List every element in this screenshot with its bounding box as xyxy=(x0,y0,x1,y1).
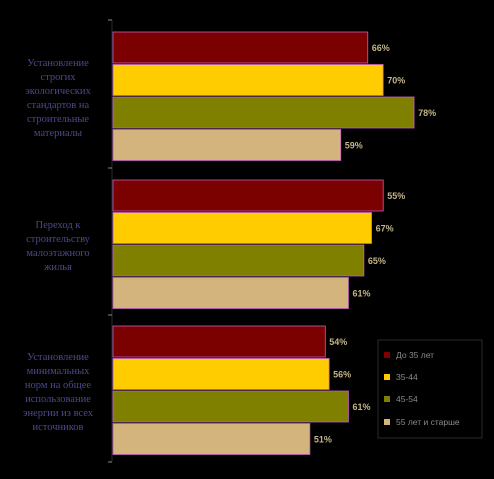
legend-swatch xyxy=(384,396,390,402)
category-label-line: энергии из всех xyxy=(23,408,94,419)
bar xyxy=(112,179,384,212)
category-label-line: строительные xyxy=(27,114,89,125)
category-label-line: источников xyxy=(32,422,83,433)
legend-swatch xyxy=(384,419,390,425)
legend: До 35 лет 35-44 45-54 55 лет и старше xyxy=(377,339,483,439)
data-label: 78% xyxy=(418,108,436,118)
category-label-line: экологических xyxy=(25,86,91,97)
category-label-line: норм на общее xyxy=(25,380,91,391)
legend-label: До 35 лет xyxy=(396,350,434,360)
category-label-line: строительству xyxy=(26,234,91,245)
legend-swatch xyxy=(384,374,390,380)
category-label-line: строгих xyxy=(40,72,76,83)
category-label-line: стандартов на xyxy=(27,100,90,111)
data-label: 61% xyxy=(352,402,370,412)
bar xyxy=(112,64,384,96)
data-label: 59% xyxy=(345,141,363,151)
legend-label: 55 лет и старше xyxy=(396,417,460,427)
data-label: 51% xyxy=(314,435,332,445)
category-label: Установление минимальных норм на общее испо… xyxy=(23,352,94,433)
category-label-line: минимальных xyxy=(27,366,91,377)
axis-layer xyxy=(108,19,113,463)
bar xyxy=(112,423,311,455)
category-label: Установление строгих экологических стандарт… xyxy=(25,58,91,139)
data-label: 70% xyxy=(387,76,405,86)
bars-layer xyxy=(112,31,415,455)
category-label-line: Установление xyxy=(27,352,89,363)
category-label-line: использование xyxy=(25,394,91,405)
data-label: 67% xyxy=(376,224,394,234)
bar xyxy=(112,244,365,277)
category-label-line: жилья xyxy=(43,262,72,273)
labels-layer: 66% 70% 78% 59% Установление строгих экологиче… xyxy=(23,43,436,445)
data-label: 55% xyxy=(387,191,405,201)
category-label-line: Переход к xyxy=(36,220,82,231)
bar xyxy=(112,212,373,244)
data-label: 54% xyxy=(329,337,347,347)
category-label: Переход к строительству малоэтажного жилья xyxy=(26,220,91,273)
legend-label: 45-54 xyxy=(396,394,418,404)
bar xyxy=(112,325,326,358)
bar xyxy=(112,358,330,390)
category-label-line: малоэтажного xyxy=(26,248,89,259)
bar xyxy=(112,96,415,129)
category-label-line: Установление xyxy=(27,58,89,69)
bar xyxy=(112,129,342,161)
data-label: 61% xyxy=(352,289,370,299)
bar xyxy=(112,390,349,423)
legend-label: 35-44 xyxy=(396,372,418,382)
legend-swatch xyxy=(384,352,390,358)
category-label-line: материалы xyxy=(34,128,82,139)
data-label: 65% xyxy=(368,256,386,266)
legend-box xyxy=(377,339,483,439)
bar xyxy=(112,277,349,309)
bar xyxy=(112,31,369,64)
data-label: 56% xyxy=(333,370,351,380)
data-label: 66% xyxy=(372,43,390,53)
